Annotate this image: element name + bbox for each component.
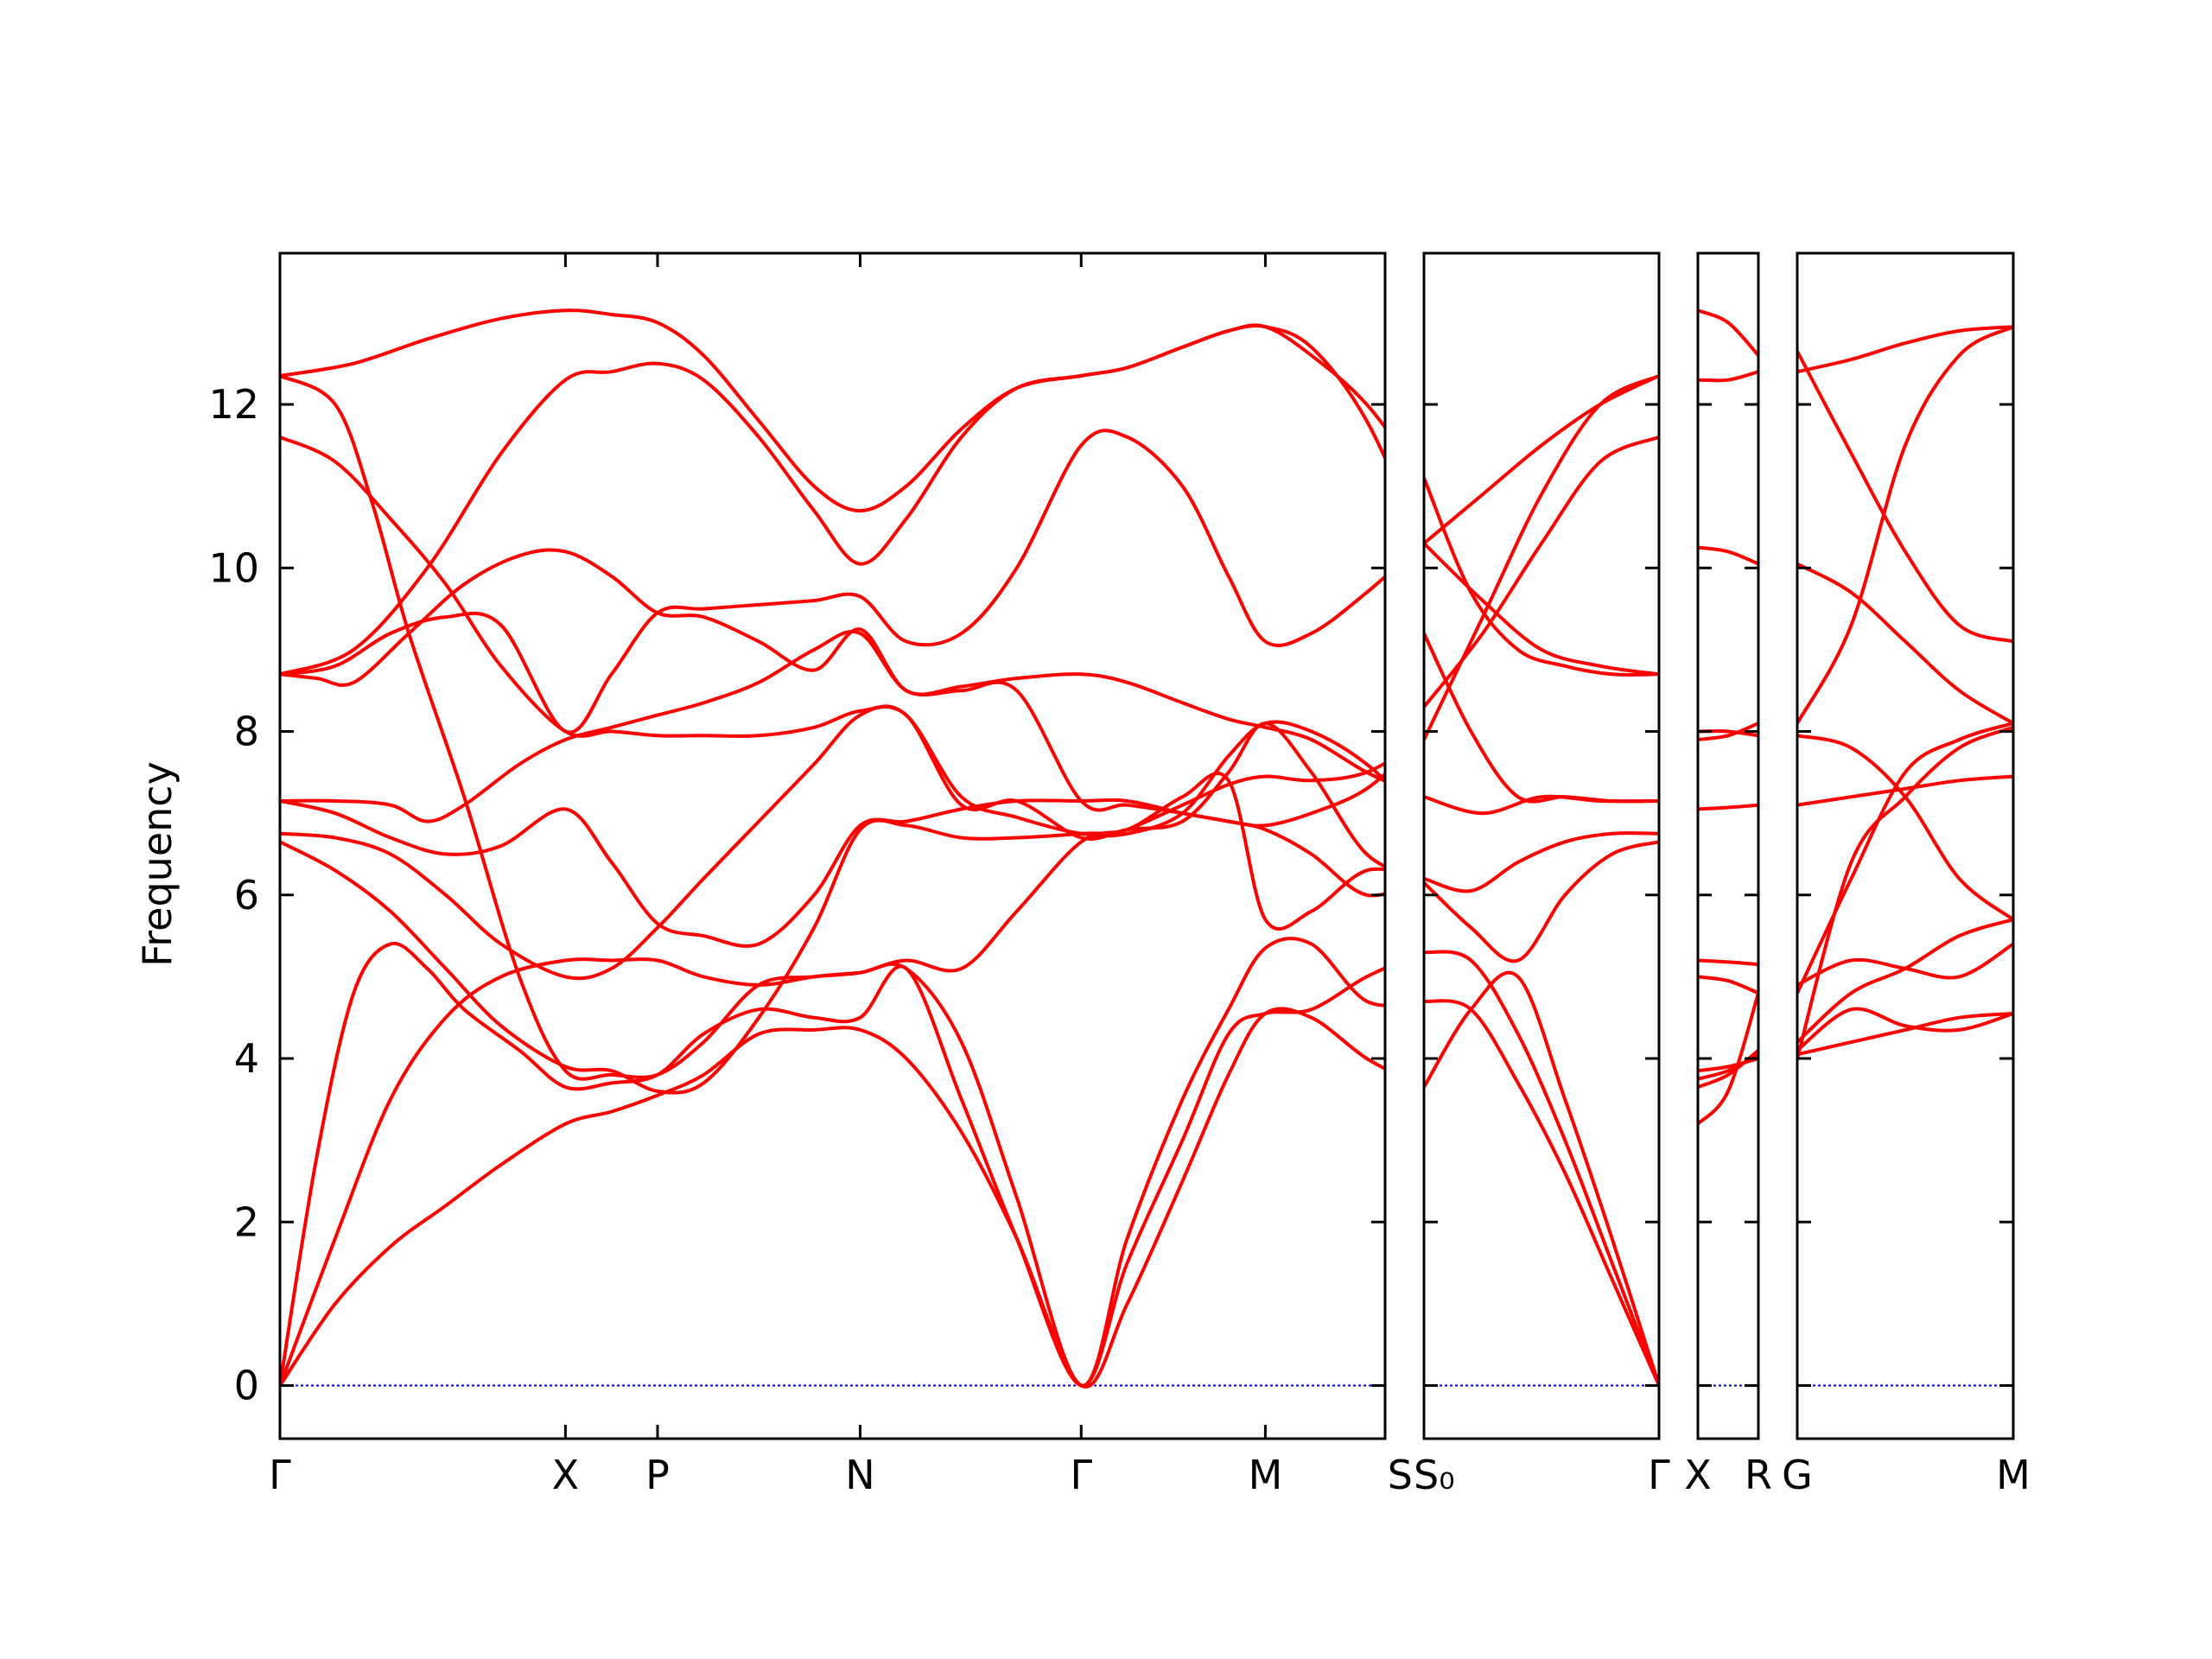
branch-panel-4-12	[1797, 1012, 2013, 1057]
branch-panel-4-2	[1797, 325, 2013, 726]
panel-4-branches	[1797, 325, 2013, 1060]
x-tick-label-N: N	[845, 1452, 874, 1498]
y-tick-label-6: 6	[234, 872, 259, 918]
panel-frame-3	[1696, 251, 1760, 1440]
branch-panel-4-7	[1797, 725, 2013, 1060]
branch-panel-1-7	[280, 630, 1385, 828]
y-axis-label: Frequency	[134, 761, 181, 967]
branch-panel-4-10	[1797, 918, 2013, 1045]
y-tick-label-8: 8	[234, 709, 259, 755]
branch-panel-3-1	[1698, 308, 1758, 358]
branch-panel-3-7	[1698, 958, 1758, 967]
branch-panel-1-2	[280, 323, 1385, 677]
branch-panel-4-6	[1797, 774, 2013, 807]
branch-panel-1-5	[280, 548, 1385, 784]
branch-panel-2-4	[1424, 476, 1659, 677]
y-tick-label-4: 4	[234, 1035, 259, 1082]
panel-frame-4	[1796, 251, 2015, 1440]
branch-panel-1-11	[280, 941, 1385, 1388]
x-tick-label-Γ: Γ	[1648, 1452, 1670, 1498]
x-tick-label-P: P	[645, 1452, 670, 1498]
branch-panel-2-3	[1424, 435, 1659, 709]
branch-panel-2-9	[1424, 840, 1659, 963]
branch-panel-4-11	[1797, 1007, 2013, 1052]
x-tick-label-X: X	[1684, 1452, 1712, 1498]
branch-panel-2-11	[1424, 999, 1659, 1388]
x-tick-label-M: M	[1996, 1452, 2031, 1498]
y-tick-label-0: 0	[234, 1362, 259, 1408]
branch-panel-3-6	[1698, 803, 1758, 811]
branch-panel-1-13	[280, 1007, 1385, 1389]
branch-panel-2-5	[1424, 541, 1659, 677]
branch-panel-2-8	[1424, 831, 1659, 893]
x-tick-label-G: G	[1782, 1452, 1813, 1498]
branch-panel-1-3	[280, 435, 1385, 838]
branch-panel-2-10	[1424, 970, 1659, 1388]
x-tick-label-R: R	[1745, 1452, 1772, 1498]
branch-panel-2-7	[1424, 794, 1659, 816]
branch-panel-4-3	[1797, 349, 2013, 644]
panel-frames	[278, 251, 2015, 1440]
branch-panel-1-10	[280, 772, 1385, 1095]
x-tick-label-Γ: Γ	[1070, 1452, 1092, 1498]
branch-panel-4-4	[1797, 562, 2013, 726]
x-tick-label-S: S	[1388, 1452, 1413, 1498]
y-tick-label-2: 2	[234, 1198, 259, 1245]
branch-panel-3-5	[1698, 721, 1758, 741]
branch-panel-2-6	[1424, 632, 1659, 804]
x-tick-label-S₀: S₀	[1414, 1452, 1455, 1498]
y-tick-label-12: 12	[208, 381, 259, 428]
y-tick-label-10: 10	[208, 544, 259, 591]
branch-panel-3-3	[1698, 545, 1758, 566]
panel-frame-1	[278, 251, 1387, 1440]
branch-panel-3-12	[1698, 1048, 1758, 1090]
branch-panel-4-8	[1797, 721, 2013, 995]
branch-panel-4-1	[1797, 325, 2013, 374]
branch-panel-3-2	[1698, 370, 1758, 383]
branch-panel-1-9	[280, 704, 1385, 981]
branch-panel-1-1	[280, 308, 1385, 513]
panel-frame-2	[1422, 251, 1661, 1440]
x-tick-label-X: X	[552, 1452, 580, 1498]
branch-panel-2-2	[1424, 373, 1659, 741]
branch-panel-1-8	[280, 798, 1385, 948]
panel-1-branches	[280, 308, 1385, 1389]
branch-panel-3-8	[1698, 975, 1758, 995]
branch-panel-4-9	[1797, 942, 2013, 987]
x-tick-label-Γ: Γ	[269, 1452, 291, 1498]
branch-panel-1-12	[280, 937, 1385, 1388]
branch-panel-3-9	[1698, 1057, 1758, 1073]
axis-ticks	[278, 253, 2015, 1439]
x-tick-label-M: M	[1249, 1452, 1283, 1498]
branch-panel-2-12	[1424, 950, 1659, 1388]
panel-2-branches	[1424, 373, 1659, 1388]
branch-panel-3-11	[1698, 991, 1758, 1126]
panel-3-branches	[1698, 308, 1758, 1126]
branch-panel-4-5	[1797, 734, 2013, 922]
series-lines	[280, 308, 2013, 1389]
branch-panel-1-6	[280, 429, 1385, 734]
branch-panel-2-1	[1424, 373, 1659, 545]
